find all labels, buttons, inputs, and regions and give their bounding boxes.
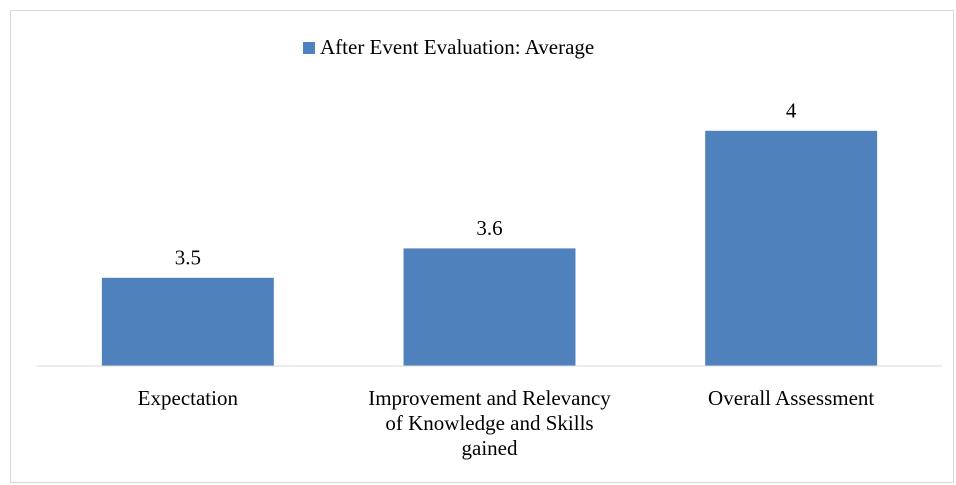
legend-label: After Event Evaluation: Average xyxy=(320,35,594,59)
chart-frame xyxy=(10,10,954,483)
x-tick-label: Expectation xyxy=(137,386,238,410)
data-label: 3.6 xyxy=(476,216,502,240)
data-label: 4 xyxy=(786,99,797,123)
data-label: 3.5 xyxy=(175,246,201,270)
bar xyxy=(705,130,878,366)
legend-swatch xyxy=(303,42,315,54)
x-tick-label: Overall Assessment xyxy=(708,386,875,410)
x-tick-label: Improvement and Relevancy of Knowledge a… xyxy=(368,386,611,460)
bar xyxy=(403,248,576,366)
bar xyxy=(101,277,274,366)
